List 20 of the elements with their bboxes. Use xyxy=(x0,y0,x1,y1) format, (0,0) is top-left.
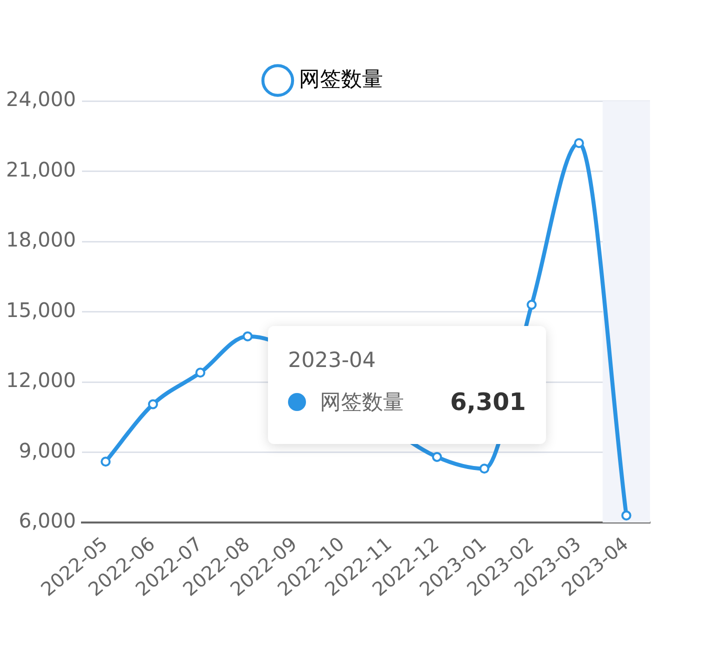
point xyxy=(574,138,584,148)
point xyxy=(195,368,206,378)
point xyxy=(242,331,253,342)
y-tick-label: 24,000 xyxy=(6,87,76,112)
point xyxy=(432,452,442,462)
y-tick-label: 18,000 xyxy=(6,228,76,252)
legend-label: 网签数量 xyxy=(298,66,383,91)
point xyxy=(621,510,632,520)
point xyxy=(526,300,537,310)
y-tick-label: 21,000 xyxy=(6,157,76,182)
y-tick-label: 6,000 xyxy=(18,508,76,533)
y-tick-label: 12,000 xyxy=(6,368,76,392)
point xyxy=(100,456,111,467)
annotation: 网签数量 xyxy=(320,389,404,416)
annotation: 6,301 xyxy=(450,388,526,416)
point xyxy=(479,464,490,474)
point xyxy=(148,399,158,410)
y-tick-label: 9,000 xyxy=(18,438,76,462)
annotation: 2023-04 xyxy=(288,348,377,372)
y-tick-label: 15,000 xyxy=(6,298,76,322)
